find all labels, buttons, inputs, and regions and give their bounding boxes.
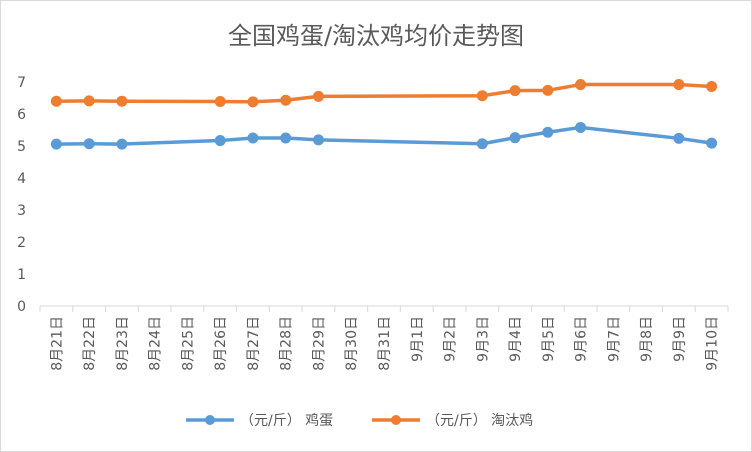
x-tick-label: 9月9日 xyxy=(672,316,688,362)
data-point xyxy=(247,96,259,108)
data-point xyxy=(214,96,226,108)
x-tick-label: 8月27日 xyxy=(246,316,262,371)
x-tick-label: 9月5日 xyxy=(541,316,557,362)
x-tick-label: 8月22日 xyxy=(82,316,98,371)
x-tick-label: 8月24日 xyxy=(148,316,164,371)
x-tick-label: 8月31日 xyxy=(377,316,393,371)
x-tick-label: 9月7日 xyxy=(606,316,622,362)
data-point xyxy=(214,135,226,147)
y-tick-label: 1 xyxy=(17,267,26,283)
x-tick-label: 8月28日 xyxy=(279,316,295,371)
data-point xyxy=(706,137,718,149)
y-tick-label: 7 xyxy=(17,75,26,91)
legend-marker-0 xyxy=(205,415,215,425)
data-point xyxy=(542,84,554,96)
x-tick-label: 9月6日 xyxy=(574,316,590,362)
legend-label-1: （元/斤） 淘汰鸡 xyxy=(426,412,533,429)
y-tick-label: 0 xyxy=(17,299,26,315)
data-point xyxy=(116,95,128,107)
x-tick-label: 8月26日 xyxy=(213,316,229,371)
y-tick-label: 5 xyxy=(17,139,26,155)
x-tick-label: 8月25日 xyxy=(180,316,196,371)
legend-label-0: （元/斤） 鸡蛋 xyxy=(240,412,333,429)
x-tick-label: 9月2日 xyxy=(443,316,459,362)
legend-marker-1 xyxy=(391,415,401,425)
data-point xyxy=(280,132,292,144)
data-point xyxy=(706,80,718,92)
data-point xyxy=(83,95,95,107)
x-tick-label: 9月3日 xyxy=(475,316,491,362)
chart-title: 全国鸡蛋/淘汰鸡均价走势图 xyxy=(227,22,525,50)
data-point xyxy=(116,138,128,150)
x-tick-label: 9月8日 xyxy=(639,316,655,362)
data-point xyxy=(673,132,685,144)
data-point xyxy=(50,138,62,150)
data-point xyxy=(247,132,259,144)
data-point xyxy=(509,85,521,97)
data-point xyxy=(575,79,587,91)
y-tick-label: 2 xyxy=(17,235,26,251)
y-tick-label: 4 xyxy=(17,171,26,187)
data-point xyxy=(542,126,554,138)
data-point xyxy=(673,79,685,91)
series-line-0 xyxy=(54,125,714,146)
data-point xyxy=(83,138,95,150)
x-tick-label: 9月1日 xyxy=(410,316,426,362)
data-point xyxy=(280,94,292,106)
x-tick-label: 8月29日 xyxy=(311,316,327,371)
x-tick-label: 9月10日 xyxy=(705,316,721,371)
x-tick-label: 8月23日 xyxy=(115,316,131,371)
data-point xyxy=(312,90,324,102)
data-point xyxy=(575,121,587,133)
x-tick-label: 8月21日 xyxy=(49,316,65,371)
x-tick-label: 9月4日 xyxy=(508,316,524,362)
data-point xyxy=(50,95,62,107)
data-point xyxy=(312,134,324,146)
y-tick-label: 3 xyxy=(17,203,26,219)
y-tick-label: 6 xyxy=(17,107,26,123)
data-point xyxy=(476,138,488,150)
data-point xyxy=(509,132,521,144)
x-tick-label: 8月30日 xyxy=(344,316,360,371)
series-line-1 xyxy=(54,82,714,104)
data-point xyxy=(476,90,488,102)
